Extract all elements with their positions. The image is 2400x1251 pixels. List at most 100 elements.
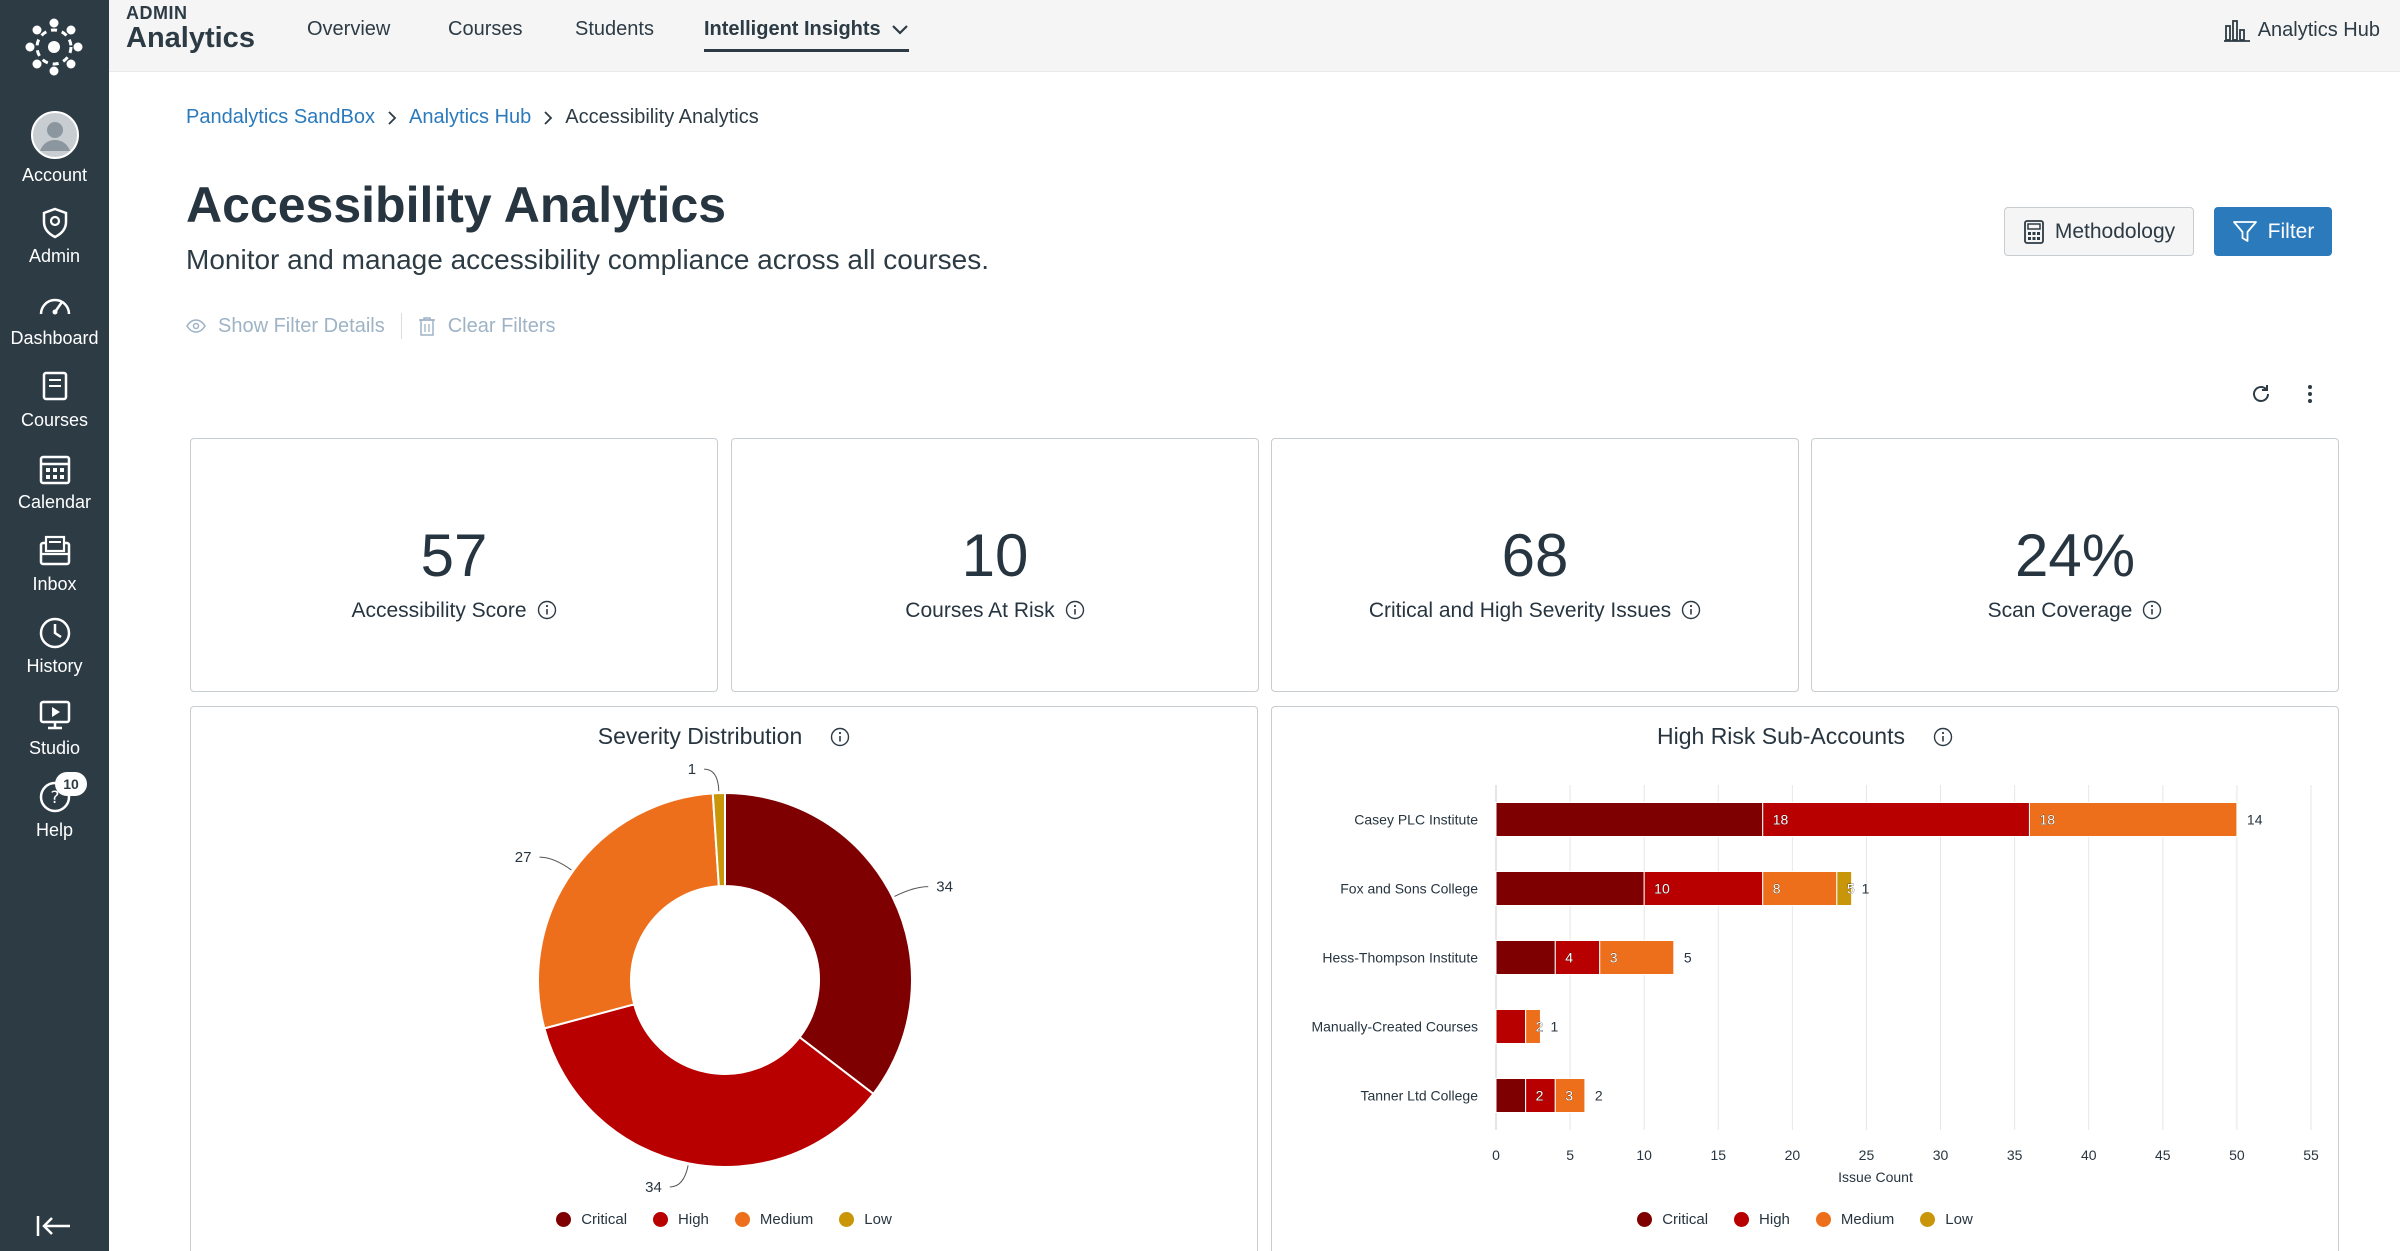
nav-dashboard-label: Dashboard: [10, 328, 99, 348]
page-subtitle: Monitor and manage accessibility complia…: [186, 244, 990, 275]
bar-segment-critical[interactable]: [1495, 802, 1764, 837]
pie-slice-medium[interactable]: [537, 792, 720, 1030]
panel-title-row: Severity Distribution: [191, 723, 1257, 750]
divider: [400, 313, 402, 339]
methodology-button[interactable]: Methodology: [2004, 207, 2194, 256]
breadcrumb-analytics-hub[interactable]: Analytics Hub: [409, 106, 532, 128]
info-icon[interactable]: [537, 600, 557, 620]
nav-history[interactable]: History: [0, 616, 109, 677]
nav-courses[interactable]: Courses: [0, 370, 109, 431]
bar-data-label: 2: [1536, 1088, 1544, 1104]
legend-label: Critical: [581, 1211, 628, 1228]
bar-segment-critical[interactable]: [1495, 1078, 1527, 1113]
bar-segment-high[interactable]: [1525, 1078, 1556, 1113]
panel-title-row: High Risk Sub-Accounts: [1272, 723, 2338, 750]
bar-data-label: 2: [1536, 1019, 1544, 1035]
legend-item[interactable]: Medium: [1815, 1211, 1895, 1228]
clear-filters-link[interactable]: Clear Filters: [447, 314, 556, 337]
collapse-nav-icon[interactable]: [36, 1214, 72, 1238]
bar-end-label: 5: [1684, 950, 1692, 966]
help-circle-icon: ?: [39, 781, 70, 813]
pie-slice-low[interactable]: [711, 791, 726, 888]
chevron-down-icon: [891, 24, 908, 35]
kpi-label-row: Accessibility Score: [191, 599, 717, 623]
tab-students[interactable]: Students: [575, 18, 654, 40]
nav-inbox[interactable]: Inbox: [0, 534, 109, 595]
bar-segment-critical[interactable]: [1495, 940, 1556, 975]
severity-legend: Critical High Medium Low: [191, 1211, 1257, 1228]
kpi-value: 24%: [2014, 522, 2136, 589]
refresh-icon[interactable]: [2250, 383, 2272, 405]
bar-segment-low[interactable]: [1836, 871, 1853, 906]
legend-item[interactable]: Critical: [556, 1211, 627, 1228]
kpi-card-scan-coverage: 24% Scan Coverage: [1811, 438, 2339, 692]
x-tick-label: 45: [2155, 1147, 2171, 1163]
legend-label: High: [678, 1211, 709, 1228]
admin-shield-icon: [42, 207, 67, 239]
show-filter-details-link[interactable]: Show Filter Details: [218, 314, 385, 337]
nav-help[interactable]: ? Help: [0, 780, 109, 841]
bar-segment-high[interactable]: [1643, 871, 1764, 906]
canvas-logo-icon[interactable]: [24, 17, 84, 77]
nav-admin[interactable]: Admin: [0, 206, 109, 267]
tab-intelligent-insights-label: Intelligent Insights: [704, 18, 881, 40]
filter-actions: Show Filter Details Clear Filters: [186, 313, 556, 339]
inbox-icon: [39, 535, 70, 566]
studio-screen-icon: [39, 700, 70, 730]
legend-swatch: [734, 1212, 750, 1227]
legend-item[interactable]: Low: [1920, 1211, 1973, 1228]
x-tick-label: 10: [1636, 1147, 1652, 1163]
kpi-label: Accessibility Score: [351, 599, 527, 622]
legend-item[interactable]: Low: [839, 1211, 892, 1228]
tab-overview[interactable]: Overview: [307, 18, 391, 40]
bar-segment-medium[interactable]: [1762, 871, 1838, 906]
legend-label: Medium: [759, 1211, 814, 1228]
breadcrumb-sandbox[interactable]: Pandalytics SandBox: [186, 106, 376, 128]
info-icon[interactable]: [830, 727, 850, 747]
funnel-icon: [2232, 220, 2257, 242]
pie-data-label: 34: [936, 879, 953, 896]
bar-data-label: 18: [2039, 812, 2055, 828]
pie-slice-critical[interactable]: [724, 791, 913, 1096]
nav-account[interactable]: Account: [0, 111, 109, 186]
legend-item[interactable]: Critical: [1637, 1211, 1708, 1228]
nav-calendar-label: Calendar: [17, 492, 92, 512]
legend-item[interactable]: High: [653, 1211, 709, 1228]
analytics-hub-link[interactable]: Analytics Hub: [2223, 18, 2380, 42]
bar-segment-high[interactable]: [1762, 802, 2030, 837]
tab-intelligent-insights[interactable]: Intelligent Insights: [704, 18, 909, 52]
nav-studio[interactable]: Studio: [0, 698, 109, 759]
legend-item[interactable]: Medium: [734, 1211, 814, 1228]
legend-label: Medium: [1840, 1211, 1895, 1228]
page-title: Accessibility Analytics: [186, 177, 727, 233]
bar-segment-critical[interactable]: [1495, 871, 1645, 906]
bar-segment-high[interactable]: [1554, 940, 1601, 975]
x-tick-label: 5: [1566, 1147, 1574, 1163]
nav-dashboard[interactable]: Dashboard: [0, 288, 109, 349]
info-icon[interactable]: [1933, 727, 1953, 747]
info-icon[interactable]: [1065, 600, 1085, 620]
filter-label: Filter: [2267, 219, 2315, 243]
tab-courses[interactable]: Courses: [448, 18, 523, 40]
x-tick-label: 55: [2303, 1147, 2319, 1163]
subaccounts-legend: Critical High Medium Low: [1272, 1211, 2338, 1228]
info-icon[interactable]: [2142, 600, 2162, 620]
kpi-label-row: Scan Coverage: [1812, 599, 2338, 623]
x-tick-label: 35: [2007, 1147, 2023, 1163]
bar-segment-high[interactable]: [1495, 1009, 1527, 1044]
bar-segment-medium[interactable]: [2028, 802, 2238, 837]
filter-button[interactable]: Filter: [2214, 207, 2332, 256]
legend-item[interactable]: High: [1734, 1211, 1790, 1228]
info-icon[interactable]: [1681, 600, 1701, 620]
kpi-card-accessibility-score: 57 Accessibility Score: [190, 438, 718, 692]
clock-icon: [39, 617, 70, 649]
more-options-icon[interactable]: [2306, 383, 2314, 405]
bar-segment-medium[interactable]: [1525, 1009, 1541, 1044]
kpi-value: 68: [1501, 522, 1569, 589]
nav-calendar[interactable]: Calendar: [0, 452, 109, 513]
pie-slice-high[interactable]: [543, 1003, 875, 1168]
breadcrumb-current: Accessibility Analytics: [565, 106, 759, 128]
brand-analytics-label: Analytics: [126, 22, 255, 54]
bar-segment-medium[interactable]: [1599, 940, 1675, 975]
bar-segment-medium[interactable]: [1554, 1078, 1586, 1113]
